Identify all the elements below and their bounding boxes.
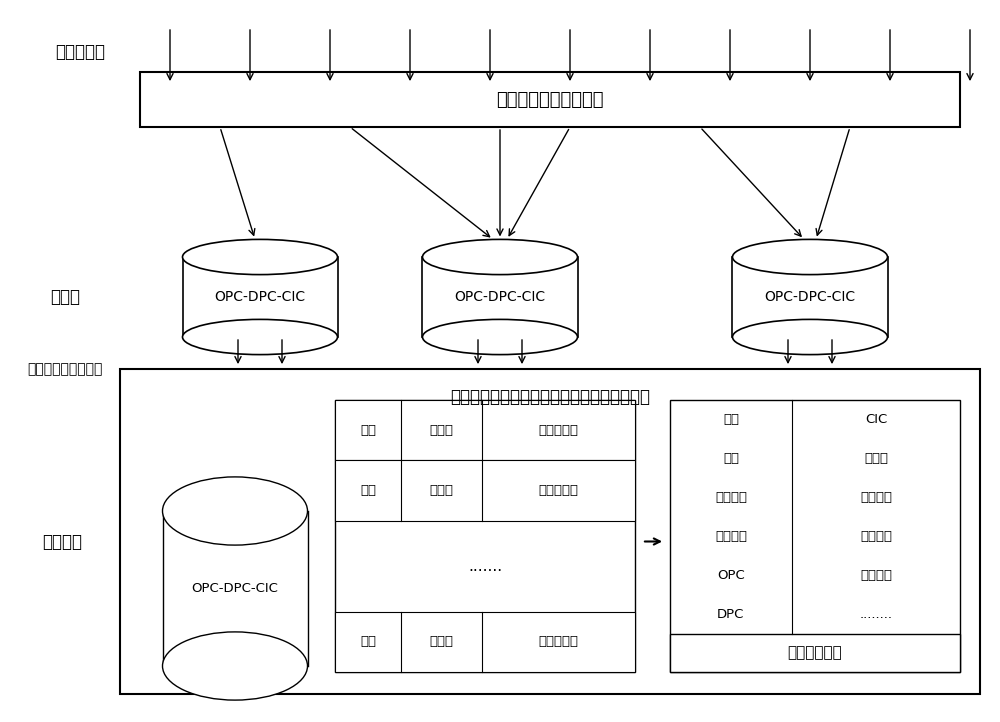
Bar [335, 400, 635, 672]
Ellipse shape [422, 240, 578, 274]
Text: OPC-DPC-CIC: OPC-DPC-CIC [764, 290, 856, 304]
Bar [335, 461, 635, 521]
Ellipse shape [732, 240, 888, 274]
Text: 通话时间: 通话时间 [715, 530, 747, 543]
Bar [335, 612, 635, 672]
Bar [120, 369, 980, 694]
Text: 被叫: 被叫 [723, 452, 739, 465]
Text: OPC-DPC-CIC: OPC-DPC-CIC [454, 290, 546, 304]
Text: 链路: 链路 [360, 424, 376, 437]
Text: 汇聚压缩: 汇聚压缩 [42, 533, 82, 550]
Ellipse shape [162, 477, 308, 545]
Text: 哈希桶: 哈希桶 [50, 288, 80, 306]
Text: 信令消息包: 信令消息包 [538, 424, 578, 437]
Text: 信令消息包: 信令消息包 [538, 635, 578, 648]
Text: 主叫: 主叫 [723, 413, 739, 426]
Bar [140, 72, 960, 127]
Text: 链路: 链路 [360, 484, 376, 497]
Text: 链路: 链路 [360, 635, 376, 648]
Text: 时间戳: 时间戳 [430, 424, 454, 437]
Text: 信令数据摘要: 信令数据摘要 [788, 645, 842, 661]
Text: 检测到信令结束消息: 检测到信令结束消息 [27, 362, 103, 376]
Text: 起始时间: 起始时间 [715, 491, 747, 504]
Ellipse shape [422, 319, 578, 355]
Text: 时间戳: 时间戳 [430, 635, 454, 648]
Text: ........: ........ [859, 608, 892, 621]
Text: DPC: DPC [717, 608, 745, 621]
Text: 多核多线程并行执行业务消息记录的无损解析: 多核多线程并行执行业务消息记录的无损解析 [450, 388, 650, 406]
Bar [335, 400, 635, 461]
Text: .......: ....... [468, 559, 502, 574]
Text: CIC: CIC [865, 413, 887, 426]
Ellipse shape [162, 632, 308, 700]
Text: OPC-DPC-CIC: OPC-DPC-CIC [192, 582, 278, 595]
Text: 信令数据流: 信令数据流 [55, 43, 105, 61]
Text: 呼叫类型: 呼叫类型 [860, 491, 892, 504]
Text: 时间戳: 时间戳 [430, 484, 454, 497]
Text: 信令消息包: 信令消息包 [538, 484, 578, 497]
Text: OPC-DPC-CIC: OPC-DPC-CIC [214, 290, 306, 304]
Bar [670, 400, 960, 672]
Text: 信令消息哈希分桶缓存: 信令消息哈希分桶缓存 [496, 90, 604, 108]
Text: OPC: OPC [717, 569, 745, 582]
Bar [670, 634, 960, 672]
Ellipse shape [182, 240, 338, 274]
Text: 通话时长: 通话时长 [860, 530, 892, 543]
Text: 失败原因: 失败原因 [860, 569, 892, 582]
Ellipse shape [182, 319, 338, 355]
Text: 链路号: 链路号 [864, 452, 888, 465]
Ellipse shape [732, 319, 888, 355]
